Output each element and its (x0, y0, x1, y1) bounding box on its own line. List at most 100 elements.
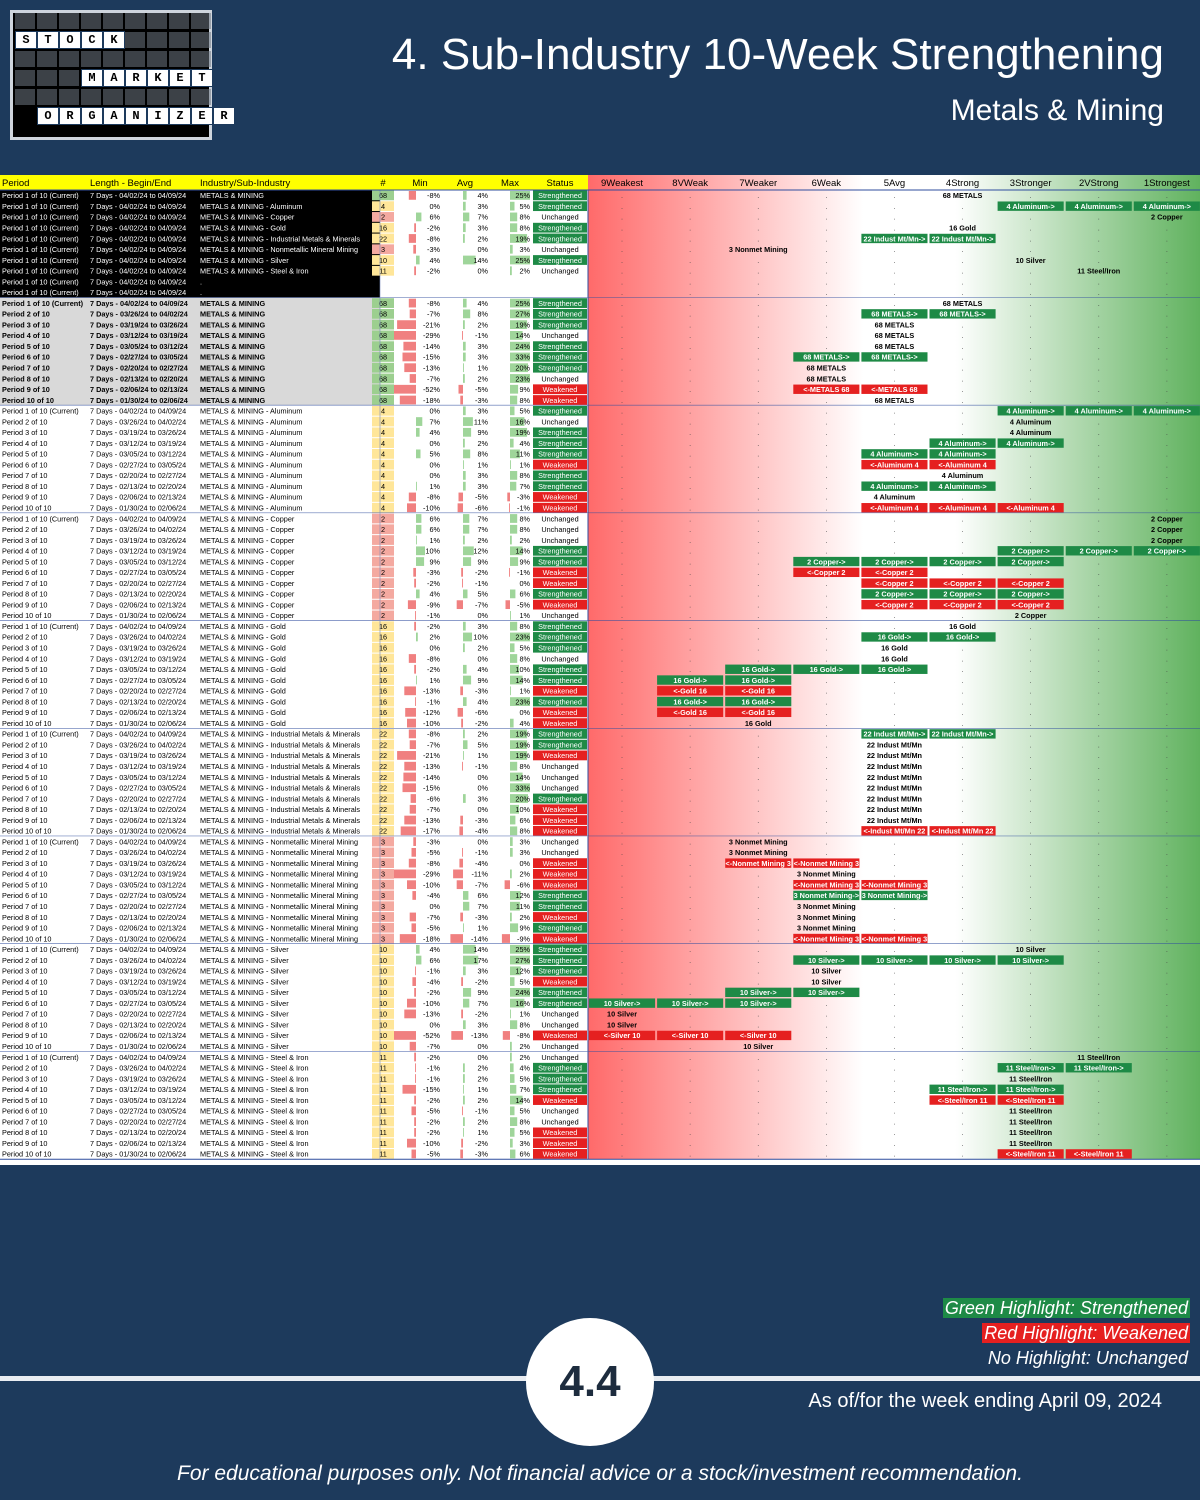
empty-dot: . (689, 579, 691, 588)
empty-dot: . (1098, 654, 1100, 663)
status-cell-bg (533, 642, 587, 653)
value-label: 7% (429, 417, 440, 426)
position-highlight (929, 589, 996, 599)
row-count: 10 (379, 1010, 387, 1019)
value-bar-positive (463, 944, 476, 954)
section-label-bg (0, 190, 380, 298)
empty-dot: . (1166, 320, 1168, 329)
empty-dot: . (757, 428, 759, 437)
empty-dot: . (893, 1107, 895, 1116)
position-label: <-Gold 16 (742, 708, 775, 717)
empty-dot: . (1098, 1139, 1100, 1148)
row-period: Period 2 of 10 (2, 525, 47, 534)
row-count: 10 (379, 1042, 387, 1051)
value-label: 25% (515, 256, 530, 265)
position-label: 3 Nonmet Mining (729, 848, 788, 857)
empty-dot: . (893, 536, 895, 545)
logo-tile (15, 89, 35, 105)
value-label: 24% (515, 342, 530, 351)
row-period: Period 10 of 10 (2, 611, 52, 620)
position-label: 68 METALS-> (803, 353, 849, 362)
row-industry: METALS & MINING - Steel & Iron (200, 1128, 309, 1137)
empty-dot: . (962, 740, 964, 749)
status-label: Strengthened (538, 644, 582, 653)
empty-dot: . (621, 363, 623, 372)
value-bar-negative (404, 761, 416, 771)
value-bar-negative (411, 1149, 416, 1159)
status-cell-bg (533, 244, 587, 255)
empty-dot: . (962, 999, 964, 1008)
empty-dot: . (1166, 988, 1168, 997)
value-label: -2% (475, 1139, 488, 1148)
value-bar-negative (407, 718, 416, 728)
value-bar-positive (463, 514, 470, 523)
status-cell-bg (533, 470, 587, 481)
row-count: 10 (379, 956, 387, 965)
position-highlight (861, 632, 928, 642)
empty-dot: . (1030, 816, 1032, 825)
empty-dot: . (689, 310, 691, 319)
row-industry: METALS & MINING (200, 342, 265, 351)
value-bar-positive (416, 557, 425, 566)
value-bar-positive (416, 535, 417, 545)
value-label: 1% (477, 363, 488, 372)
value-label: 8% (519, 654, 530, 663)
value-label: 6% (429, 213, 440, 222)
status-label: Weakened (543, 827, 578, 836)
row-length: 7 Days - 02/27/24 to 03/05/24 (90, 568, 186, 577)
status-cell-bg (533, 330, 587, 341)
row-length: 7 Days - 02/13/24 to 02/20/24 (90, 1020, 186, 1029)
empty-dot: . (825, 202, 827, 211)
row-industry: METALS & MINING - Copper (200, 536, 295, 545)
empty-dot: . (893, 697, 895, 706)
empty-dot: . (893, 1085, 895, 1094)
empty-dot: . (825, 1064, 827, 1073)
logo-tile (125, 89, 145, 105)
value-bar-negative (404, 686, 416, 696)
empty-dot: . (962, 1128, 964, 1137)
empty-dot: . (1166, 1010, 1168, 1019)
value-bar-positive (510, 740, 528, 750)
value-bar-positive (510, 406, 515, 416)
value-label: 1% (477, 751, 488, 760)
row-period: Period 1 of 10 (Current) (2, 1053, 79, 1062)
value-bar-positive (510, 1095, 523, 1105)
position-label: 3 Nonmet Mining (797, 913, 856, 922)
value-bar-negative (407, 503, 416, 513)
section-heat-bg (588, 405, 1200, 514)
position-highlight (929, 449, 996, 459)
position-highlight (725, 987, 792, 998)
header-bg (0, 175, 588, 190)
empty-dot: . (893, 870, 895, 879)
row-length: 7 Days - 03/19/24 to 03/26/24 (90, 1074, 186, 1083)
value-label: -4% (427, 977, 440, 986)
empty-dot: . (825, 590, 827, 599)
empty-dot: . (1030, 482, 1032, 491)
position-highlight (725, 998, 792, 1008)
position-highlight (929, 556, 996, 567)
row-count: 16 (379, 654, 387, 663)
value-label: -3% (475, 396, 488, 405)
empty-dot: . (689, 600, 691, 609)
empty-dot: . (962, 837, 964, 846)
empty-dot: . (1098, 611, 1100, 620)
row-period: Period 1 of 10 (Current) (2, 267, 79, 276)
empty-dot: . (825, 514, 827, 523)
empty-dot: . (962, 363, 964, 372)
empty-dot: . (893, 471, 895, 480)
value-label: -1% (427, 1074, 440, 1083)
empty-dot: . (1166, 880, 1168, 889)
value-bar-positive (510, 611, 511, 620)
empty-dot: . (689, 913, 691, 922)
empty-dot: . (1030, 342, 1032, 351)
empty-dot: . (621, 913, 623, 922)
status-label: Strengthened (538, 999, 582, 1008)
row-length: 7 Days - 02/27/24 to 03/05/24 (90, 1107, 186, 1116)
column-header: Length - Begin/End (90, 178, 171, 189)
row-period: Period 3 of 10 (2, 967, 47, 976)
value-bar-negative (460, 1149, 463, 1159)
value-label: 0% (429, 644, 440, 653)
empty-dot: . (621, 676, 623, 685)
row-period: Period 5 of 10 (2, 880, 47, 889)
empty-dot: . (1030, 654, 1032, 663)
